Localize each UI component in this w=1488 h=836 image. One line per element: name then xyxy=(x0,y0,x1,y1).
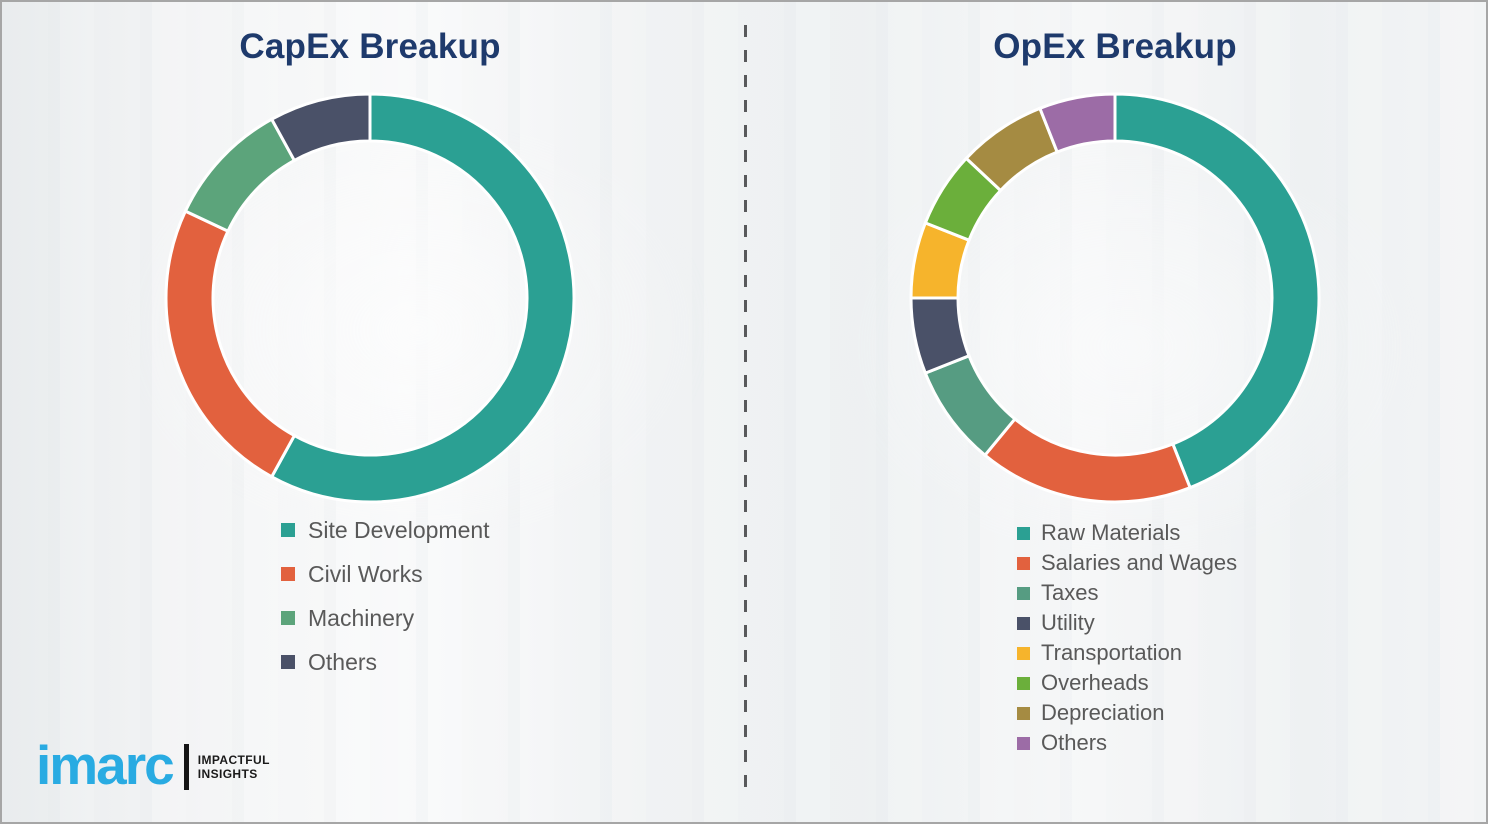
legend-label: Salaries and Wages xyxy=(1041,550,1238,575)
opex-legend-item: Utility xyxy=(1017,608,1237,638)
legend-swatch-icon xyxy=(1017,676,1030,690)
opex-legend-item: Raw Materials xyxy=(1017,518,1237,548)
legend-swatch-icon xyxy=(1017,616,1030,630)
legend-swatch-icon xyxy=(281,523,295,537)
legend-swatch-icon xyxy=(1017,586,1030,600)
legend-label: Taxes xyxy=(1041,580,1099,605)
legend-swatch-icon xyxy=(281,567,295,581)
capex-legend-item: Site Development xyxy=(281,508,490,552)
capex-legend-item: Others xyxy=(281,640,490,684)
logo-tagline-line1: IMPACTFUL xyxy=(197,752,270,767)
logo-tagline-line2: INSIGHTS xyxy=(197,767,258,781)
logo-divider-bar xyxy=(183,744,189,790)
opex-segment-others xyxy=(1037,92,1117,154)
opex-donut-chart xyxy=(909,92,1321,504)
legend-swatch-icon xyxy=(281,611,295,625)
legend-label: Overheads xyxy=(1041,670,1149,695)
capex-title: CapEx Breakup xyxy=(239,27,501,66)
opex-legend-item: Depreciation xyxy=(1017,698,1237,728)
capex-segment-site-development xyxy=(269,92,576,504)
legend-swatch-icon xyxy=(1017,526,1030,540)
legend-swatch-icon xyxy=(281,655,295,669)
opex-legend-item: Others xyxy=(1017,728,1237,758)
opex-segment-raw-materials xyxy=(1113,92,1321,490)
opex-title: OpEx Breakup xyxy=(993,27,1237,66)
legend-label: Others xyxy=(1041,730,1108,755)
dashed-divider-line xyxy=(744,25,747,791)
logo-tagline: IMPACTFUL INSIGHTS xyxy=(198,753,270,782)
opex-legend: Raw Materials Salaries and Wages Taxes Util… xyxy=(1017,518,1237,758)
capex-segment-others xyxy=(269,92,372,163)
legend-label: Transportation xyxy=(1041,640,1183,665)
opex-legend-item: Transportation xyxy=(1017,638,1237,668)
legend-label: Others xyxy=(308,648,378,675)
legend-label: Depreciation xyxy=(1041,700,1165,725)
legend-label: Civil Works xyxy=(308,560,423,587)
opex-legend-item: Salaries and Wages xyxy=(1017,548,1237,578)
opex-legend-item: Taxes xyxy=(1017,578,1237,608)
capex-legend: Site Development Civil Works Machinery Othe… xyxy=(281,508,490,684)
legend-swatch-icon xyxy=(1017,646,1030,660)
legend-swatch-icon xyxy=(1017,736,1030,750)
capex-donut-chart xyxy=(164,92,576,504)
imarc-wordmark: imarc xyxy=(36,733,175,796)
capex-segment-machinery xyxy=(183,117,297,234)
capex-segment-civil-works xyxy=(164,209,297,479)
legend-label: Machinery xyxy=(308,604,415,631)
legend-label: Utility xyxy=(1041,610,1095,635)
imarc-logo: imarc IMPACTFUL INSIGHTS xyxy=(36,735,270,795)
legend-label: Site Development xyxy=(308,516,490,543)
opex-legend-item: Overheads xyxy=(1017,668,1237,698)
capex-legend-item: Civil Works xyxy=(281,552,490,596)
legend-swatch-icon xyxy=(1017,556,1030,570)
legend-label: Raw Materials xyxy=(1041,520,1181,545)
capex-legend-item: Machinery xyxy=(281,596,490,640)
opex-segment-salaries-and-wages xyxy=(982,416,1193,504)
legend-swatch-icon xyxy=(1017,706,1030,720)
